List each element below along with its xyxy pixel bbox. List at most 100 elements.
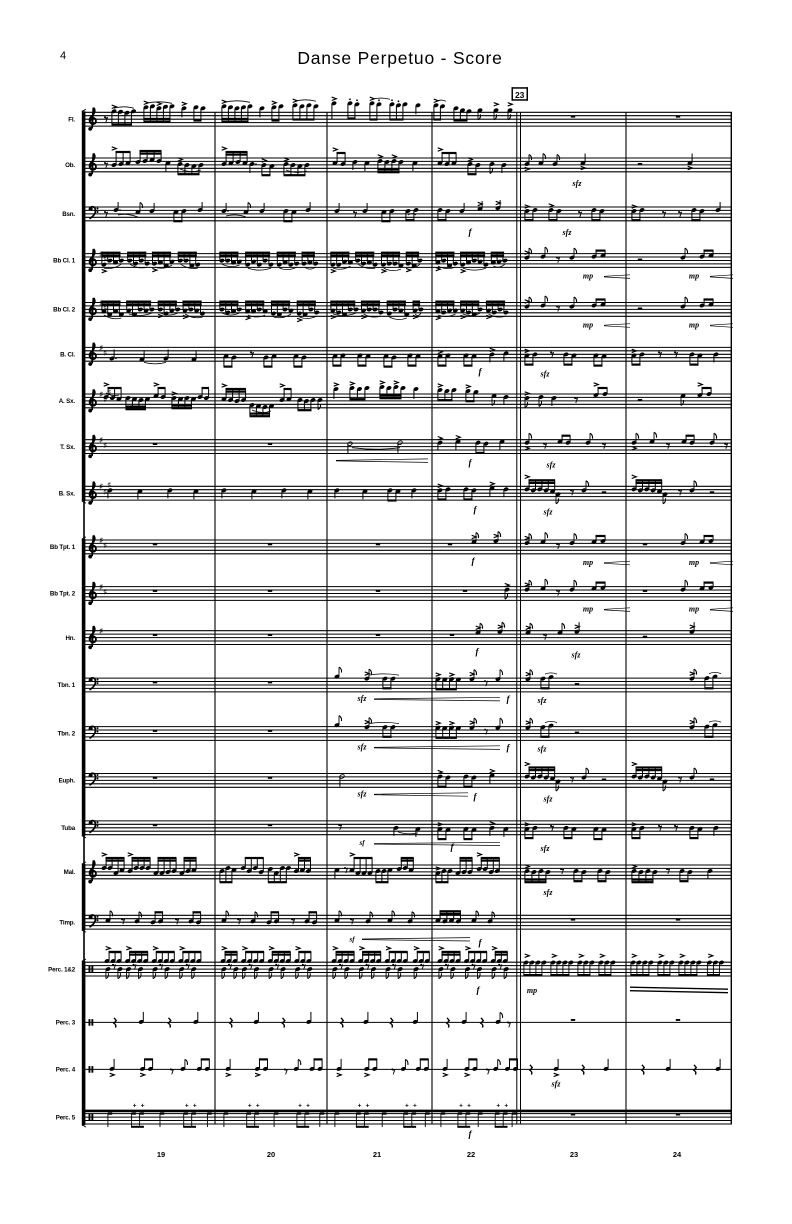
- svg-text:sf: sf: [348, 935, 355, 943]
- svg-text:f: f: [469, 1129, 473, 1139]
- svg-text:f: f: [469, 458, 473, 468]
- svg-text:f: f: [507, 743, 511, 753]
- svg-text:f: f: [474, 504, 478, 514]
- svg-text:♯: ♯: [103, 397, 107, 404]
- svg-text:mp: mp: [583, 272, 593, 281]
- svg-text:Timp.: Timp.: [59, 919, 75, 926]
- svg-text:♯: ♯: [103, 442, 107, 449]
- svg-text:21: 21: [373, 1150, 381, 1159]
- svg-text:4: 4: [60, 50, 66, 62]
- svg-text:+: +: [413, 1103, 417, 1110]
- svg-text:sfz: sfz: [546, 461, 557, 470]
- svg-text:Perc. 3: Perc. 3: [56, 1020, 76, 1027]
- svg-text:♯: ♯: [103, 589, 107, 596]
- svg-text:Tbn. 2: Tbn. 2: [58, 731, 76, 738]
- svg-text:♯: ♯: [99, 345, 103, 352]
- svg-text:♯: ♯: [99, 391, 103, 398]
- svg-text:+: +: [298, 1103, 302, 1110]
- svg-text:+: +: [366, 1103, 370, 1110]
- svg-text:Bb Tpt. 2: Bb Tpt. 2: [50, 591, 76, 598]
- svg-text:+: +: [248, 1103, 252, 1110]
- svg-text:+: +: [358, 1103, 362, 1110]
- svg-text:♯: ♯: [107, 390, 111, 397]
- svg-text:♯: ♯: [99, 628, 103, 635]
- svg-text:♯: ♯: [99, 584, 103, 591]
- svg-text:♯: ♯: [103, 543, 107, 550]
- svg-text:f: f: [451, 842, 455, 852]
- svg-text:23: 23: [570, 1150, 578, 1159]
- svg-text:sfz: sfz: [562, 228, 573, 237]
- svg-text:sfz: sfz: [551, 1079, 562, 1088]
- svg-text:mp: mp: [583, 321, 593, 330]
- svg-text:Perc. 5: Perc. 5: [56, 1114, 76, 1121]
- svg-text:+: +: [185, 1103, 189, 1110]
- svg-text:f: f: [477, 985, 481, 995]
- svg-text:T. Sx.: T. Sx.: [60, 444, 75, 451]
- svg-text:f: f: [479, 366, 483, 376]
- svg-text:sfz: sfz: [571, 651, 582, 660]
- svg-text:23: 23: [515, 90, 525, 100]
- svg-text:+: +: [193, 1103, 197, 1110]
- svg-text:Bb Cl. 1: Bb Cl. 1: [53, 258, 76, 265]
- svg-text:♯: ♯: [103, 489, 107, 496]
- svg-text:mp: mp: [583, 558, 593, 567]
- svg-text:Perc. 4: Perc. 4: [56, 1067, 76, 1074]
- svg-text:sfz: sfz: [572, 179, 583, 188]
- svg-text:♯: ♯: [103, 350, 107, 357]
- svg-text:sfz: sfz: [543, 507, 554, 516]
- svg-text:sfz: sfz: [543, 795, 554, 804]
- svg-text:mp: mp: [689, 321, 699, 330]
- svg-text:♯: ♯: [99, 300, 103, 307]
- svg-text:+: +: [504, 1103, 508, 1110]
- svg-text:Tuba: Tuba: [61, 825, 75, 832]
- svg-text:mp: mp: [689, 605, 699, 614]
- svg-text:sfz: sfz: [543, 888, 554, 897]
- svg-text:♯: ♯: [107, 482, 111, 489]
- svg-text:+: +: [405, 1103, 409, 1110]
- svg-text:sfz: sfz: [540, 844, 551, 853]
- svg-text:sfz: sfz: [540, 369, 551, 378]
- svg-text:Mal.: Mal.: [64, 869, 76, 876]
- svg-text:sfz: sfz: [537, 696, 548, 705]
- svg-text:19: 19: [157, 1150, 165, 1159]
- svg-text:+: +: [496, 1103, 500, 1110]
- svg-text:f: f: [507, 694, 511, 704]
- svg-text:♯: ♯: [99, 437, 103, 444]
- svg-text:Ob.: Ob.: [65, 162, 75, 169]
- svg-text:sfz: sfz: [537, 745, 548, 754]
- svg-text:+: +: [133, 1103, 137, 1110]
- svg-text:♯: ♯: [103, 256, 107, 263]
- svg-text:♯: ♯: [99, 537, 103, 544]
- svg-text:Bb Tpt. 1: Bb Tpt. 1: [50, 544, 76, 551]
- svg-text:♯: ♯: [99, 484, 103, 491]
- svg-text:sfz: sfz: [357, 743, 368, 752]
- svg-text:Euph.: Euph.: [59, 778, 76, 785]
- svg-text:Danse Perpetuo - Score: Danse Perpetuo - Score: [297, 48, 502, 68]
- svg-text:B. Sx.: B. Sx.: [59, 490, 76, 497]
- svg-text:f: f: [469, 227, 473, 237]
- svg-text:+: +: [256, 1103, 260, 1110]
- svg-text:sf: sf: [358, 839, 365, 847]
- svg-text:+: +: [306, 1103, 310, 1110]
- svg-text:+: +: [459, 1103, 463, 1110]
- svg-text:22: 22: [467, 1150, 475, 1159]
- svg-text:Tbn. 1: Tbn. 1: [58, 682, 76, 689]
- svg-text:f: f: [476, 647, 480, 657]
- svg-text:f: f: [479, 937, 483, 947]
- svg-text:+: +: [467, 1103, 471, 1110]
- svg-text:Hn.: Hn.: [65, 635, 75, 642]
- svg-text:mp: mp: [583, 605, 593, 614]
- svg-text:mp: mp: [689, 272, 699, 281]
- svg-text:+: +: [141, 1103, 145, 1110]
- svg-text:A. Sx.: A. Sx.: [59, 398, 76, 405]
- svg-text:Fl.: Fl.: [68, 116, 75, 123]
- svg-text:f: f: [472, 556, 476, 566]
- svg-text:Perc. 1&2: Perc. 1&2: [48, 966, 76, 973]
- svg-text:Bsn.: Bsn.: [62, 211, 75, 218]
- svg-text:♯: ♯: [99, 251, 103, 258]
- svg-text:f: f: [474, 792, 478, 802]
- svg-text:20: 20: [267, 1150, 275, 1159]
- svg-text:24: 24: [673, 1150, 682, 1159]
- svg-text:sfz: sfz: [357, 790, 368, 799]
- svg-text:B. Cl.: B. Cl.: [60, 352, 75, 359]
